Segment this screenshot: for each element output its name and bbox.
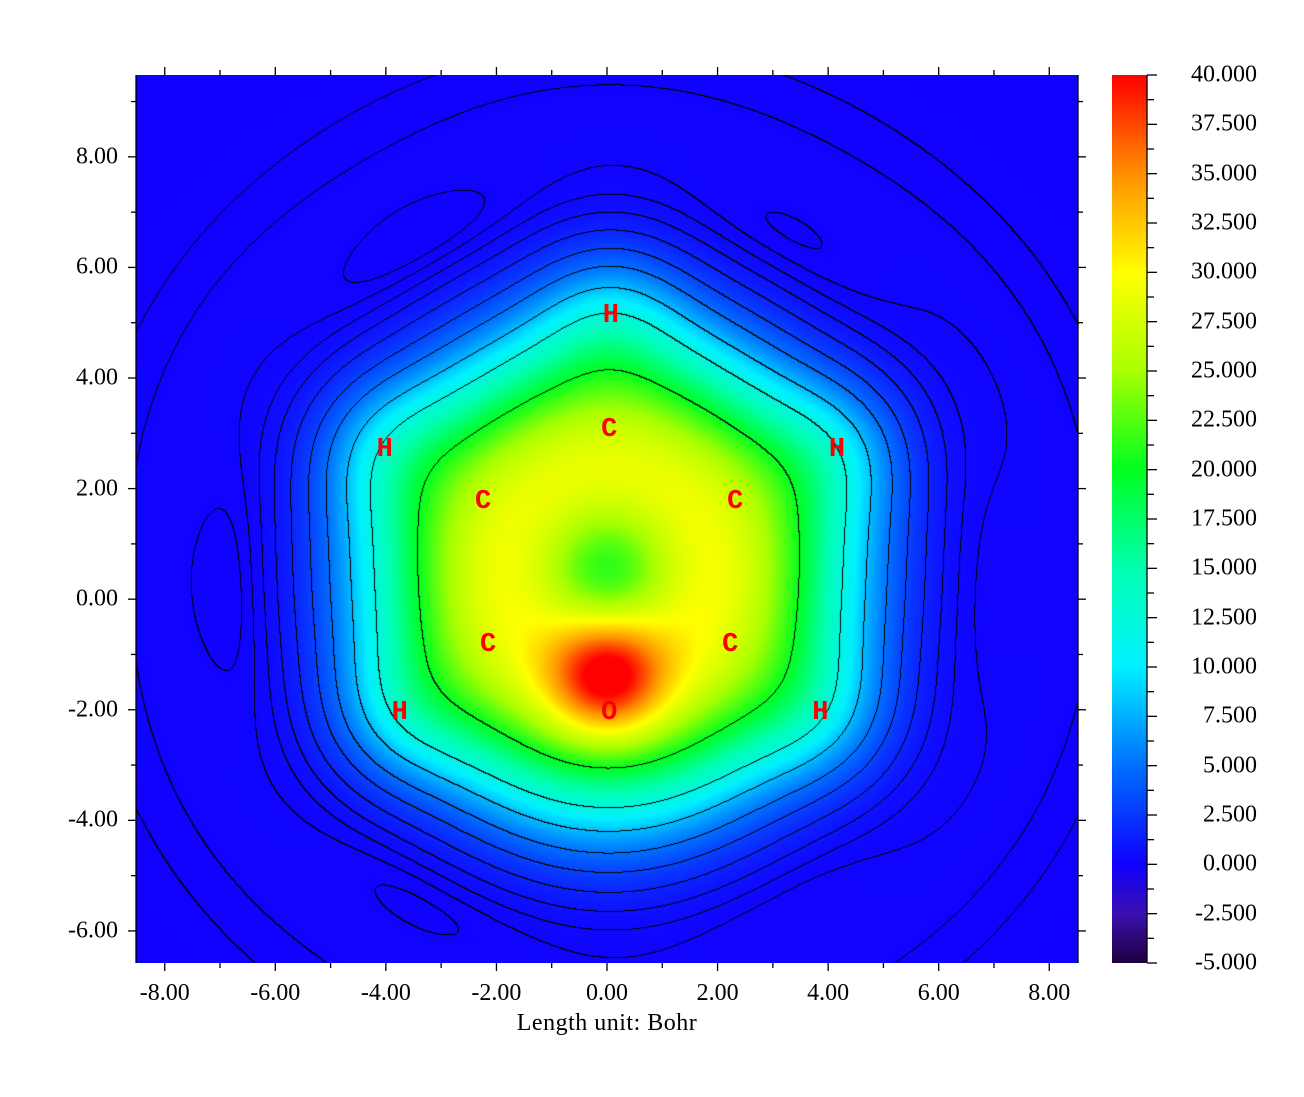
colorbar-tick-label: 12.500 bbox=[1191, 604, 1257, 631]
colorbar-tick-label: 17.500 bbox=[1191, 505, 1257, 532]
atom-label-o: O bbox=[601, 698, 618, 729]
colorbar-tick-label: 27.500 bbox=[1191, 308, 1257, 335]
colorbar-tick-label: 22.500 bbox=[1191, 406, 1257, 433]
y-tick-label: 2.00 bbox=[76, 475, 118, 502]
colorbar-tick-label: -5.000 bbox=[1195, 949, 1257, 976]
atom-label-c: C bbox=[727, 487, 744, 518]
x-tick-label: 6.00 bbox=[917, 980, 960, 1006]
y-tick-label: -4.00 bbox=[68, 806, 118, 833]
x-tick-label: 8.00 bbox=[1028, 980, 1071, 1006]
colorbar-tick-label: 10.000 bbox=[1191, 653, 1257, 680]
colorbar-tick-label: -2.500 bbox=[1195, 900, 1257, 927]
colorbar bbox=[1112, 75, 1147, 963]
x-axis-label: Length unit: Bohr bbox=[516, 1010, 698, 1036]
colorbar-tick-label: 30.000 bbox=[1191, 258, 1257, 285]
atom-label-h: H bbox=[812, 698, 829, 729]
colorbar-tick-label: 7.500 bbox=[1203, 702, 1257, 729]
colorbar-tick-label: 40.000 bbox=[1191, 61, 1257, 88]
x-tick-label: -8.00 bbox=[139, 980, 190, 1006]
colorbar-tick-label: 37.500 bbox=[1191, 110, 1257, 137]
atom-label-h: H bbox=[376, 435, 393, 466]
atom-label-c: C bbox=[601, 414, 618, 445]
heatmap-plot-area bbox=[136, 75, 1078, 963]
colorbar-tick-label: 0.000 bbox=[1203, 850, 1257, 877]
y-tick-label: -6.00 bbox=[68, 917, 118, 944]
atom-label-h: H bbox=[391, 698, 408, 729]
x-tick-label: -2.00 bbox=[471, 980, 522, 1006]
x-tick-label: 0.00 bbox=[586, 980, 628, 1006]
y-tick-label: 8.00 bbox=[76, 143, 118, 170]
colorbar-tick-label: 35.000 bbox=[1191, 160, 1257, 187]
y-tick-label: 0.00 bbox=[76, 585, 118, 612]
atom-label-c: C bbox=[475, 487, 492, 518]
colorbar-tick-label: 32.500 bbox=[1191, 209, 1257, 236]
x-tick-label: -6.00 bbox=[250, 980, 301, 1006]
y-tick-label: 4.00 bbox=[76, 364, 118, 391]
colorbar-tick-label: 5.000 bbox=[1203, 752, 1257, 779]
x-tick-label: -4.00 bbox=[360, 980, 411, 1006]
colorbar-tick-label: 20.000 bbox=[1191, 456, 1257, 483]
colorbar-tick-label: 2.500 bbox=[1203, 801, 1257, 828]
x-tick-label: 4.00 bbox=[807, 980, 850, 1006]
atom-label-c: C bbox=[722, 630, 739, 661]
y-tick-label: 6.00 bbox=[76, 253, 118, 280]
atom-label-h: H bbox=[602, 301, 619, 332]
y-tick-label: -2.00 bbox=[68, 696, 118, 723]
x-tick-label: 2.00 bbox=[696, 980, 739, 1006]
atom-label-c: C bbox=[480, 630, 497, 661]
colorbar-tick-label: 25.000 bbox=[1191, 357, 1257, 384]
atom-label-h: H bbox=[828, 435, 846, 466]
colorbar-tick-label: 15.000 bbox=[1191, 554, 1257, 581]
